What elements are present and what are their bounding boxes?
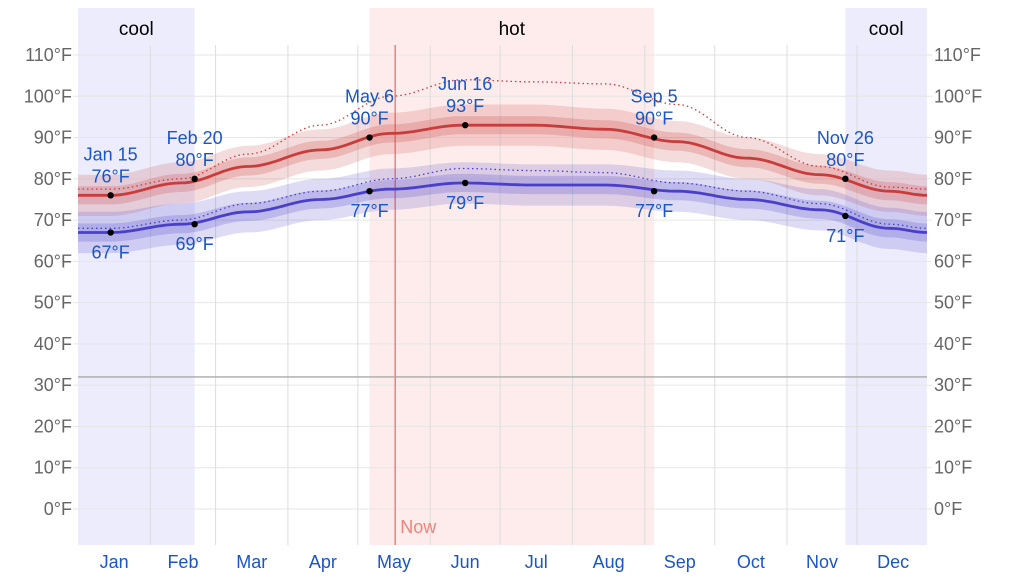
annotation-point (650, 134, 658, 141)
season-band-cool (78, 8, 195, 545)
season-band-cool (845, 8, 927, 545)
band-high (78, 104, 927, 216)
y-tick-left: 20°F (34, 416, 72, 436)
x-tick-month: Mar (236, 552, 267, 572)
annotation-date: May 6 (345, 87, 394, 107)
y-tick-right: 40°F (934, 334, 972, 354)
annotation-point (366, 188, 373, 195)
x-tick-month: Jul (525, 552, 548, 572)
annotation-point (461, 121, 469, 129)
x-tick-month: Dec (877, 552, 909, 572)
annotation-date: Jun 16 (438, 74, 492, 94)
annotation-value: 76°F (92, 166, 130, 186)
y-tick-left: 30°F (34, 375, 72, 395)
season-label-hot: hot (499, 19, 526, 40)
x-tick-month: Sep (664, 552, 696, 572)
season-label-cool: cool (869, 19, 904, 40)
band-low (78, 162, 927, 254)
annotation-point (107, 229, 114, 236)
annotation-value: 69°F (176, 234, 214, 254)
line-high (78, 123, 928, 197)
annotation-point (461, 179, 469, 187)
annotation-point (650, 188, 658, 195)
y-tick-right: 70°F (934, 210, 972, 230)
y-tick-left: 90°F (34, 128, 72, 148)
y-tick-right: 20°F (934, 416, 972, 436)
y-tick-left: 50°F (34, 293, 72, 313)
x-tick-month: May (377, 552, 411, 572)
season-label-cool: cool (119, 19, 154, 40)
y-tick-right: 90°F (934, 128, 972, 148)
y-tick-right: 100°F (934, 86, 982, 106)
y-tick-right: 30°F (934, 375, 972, 395)
y-tick-left: 70°F (34, 210, 72, 230)
annotation-point (842, 212, 849, 220)
y-tick-left: 0°F (44, 499, 72, 519)
y-tick-right: 50°F (934, 293, 972, 313)
y-tick-left: 80°F (34, 169, 72, 189)
line-low-dotted (78, 167, 928, 229)
annotation-date: Feb 20 (167, 128, 223, 148)
annotation-value: 79°F (446, 193, 484, 213)
annotation-date: Sep 5 (631, 87, 678, 107)
x-tick-month: Aug (593, 552, 625, 572)
annotation-point (191, 221, 198, 228)
annotation-value: 77°F (350, 201, 388, 221)
y-tick-left: 10°F (34, 458, 72, 478)
now-label: Now (400, 517, 437, 537)
annotation-point (191, 175, 198, 183)
line-low (78, 181, 928, 234)
annotation-value: 90°F (635, 109, 673, 129)
y-tick-right: 10°F (934, 458, 972, 478)
annotation-value: 80°F (176, 150, 214, 170)
annotation-value: 77°F (635, 201, 673, 221)
annotation-value: 67°F (92, 242, 130, 262)
y-tick-right: 80°F (934, 169, 972, 189)
y-tick-left: 40°F (34, 334, 72, 354)
y-tick-left: 110°F (25, 45, 72, 65)
y-tick-left: 60°F (34, 251, 72, 271)
annotation-value: 71°F (826, 226, 864, 246)
annotation-point (107, 192, 114, 199)
x-tick-month: Feb (167, 552, 198, 572)
season-band-hot (369, 8, 655, 545)
annotation-value: 80°F (826, 150, 864, 170)
band-low (78, 173, 927, 242)
y-tick-right: 0°F (934, 499, 962, 519)
x-tick-month: Nov (806, 552, 838, 572)
x-tick-month: Apr (309, 552, 337, 572)
y-tick-right: 110°F (934, 45, 981, 65)
annotation-value: 93°F (446, 96, 484, 116)
x-tick-month: Jan (100, 552, 129, 572)
y-tick-right: 60°F (934, 251, 972, 271)
y-tick-left: 100°F (24, 86, 72, 106)
annotation-point (366, 134, 373, 141)
x-tick-month: Jun (451, 552, 480, 572)
annotation-value: 90°F (350, 109, 388, 129)
line-high-dotted (78, 79, 927, 190)
annotation-date: Nov 26 (817, 128, 874, 148)
x-tick-month: Oct (737, 552, 765, 572)
annotation-date: Jan 15 (84, 144, 138, 164)
annotation-point (842, 175, 849, 183)
